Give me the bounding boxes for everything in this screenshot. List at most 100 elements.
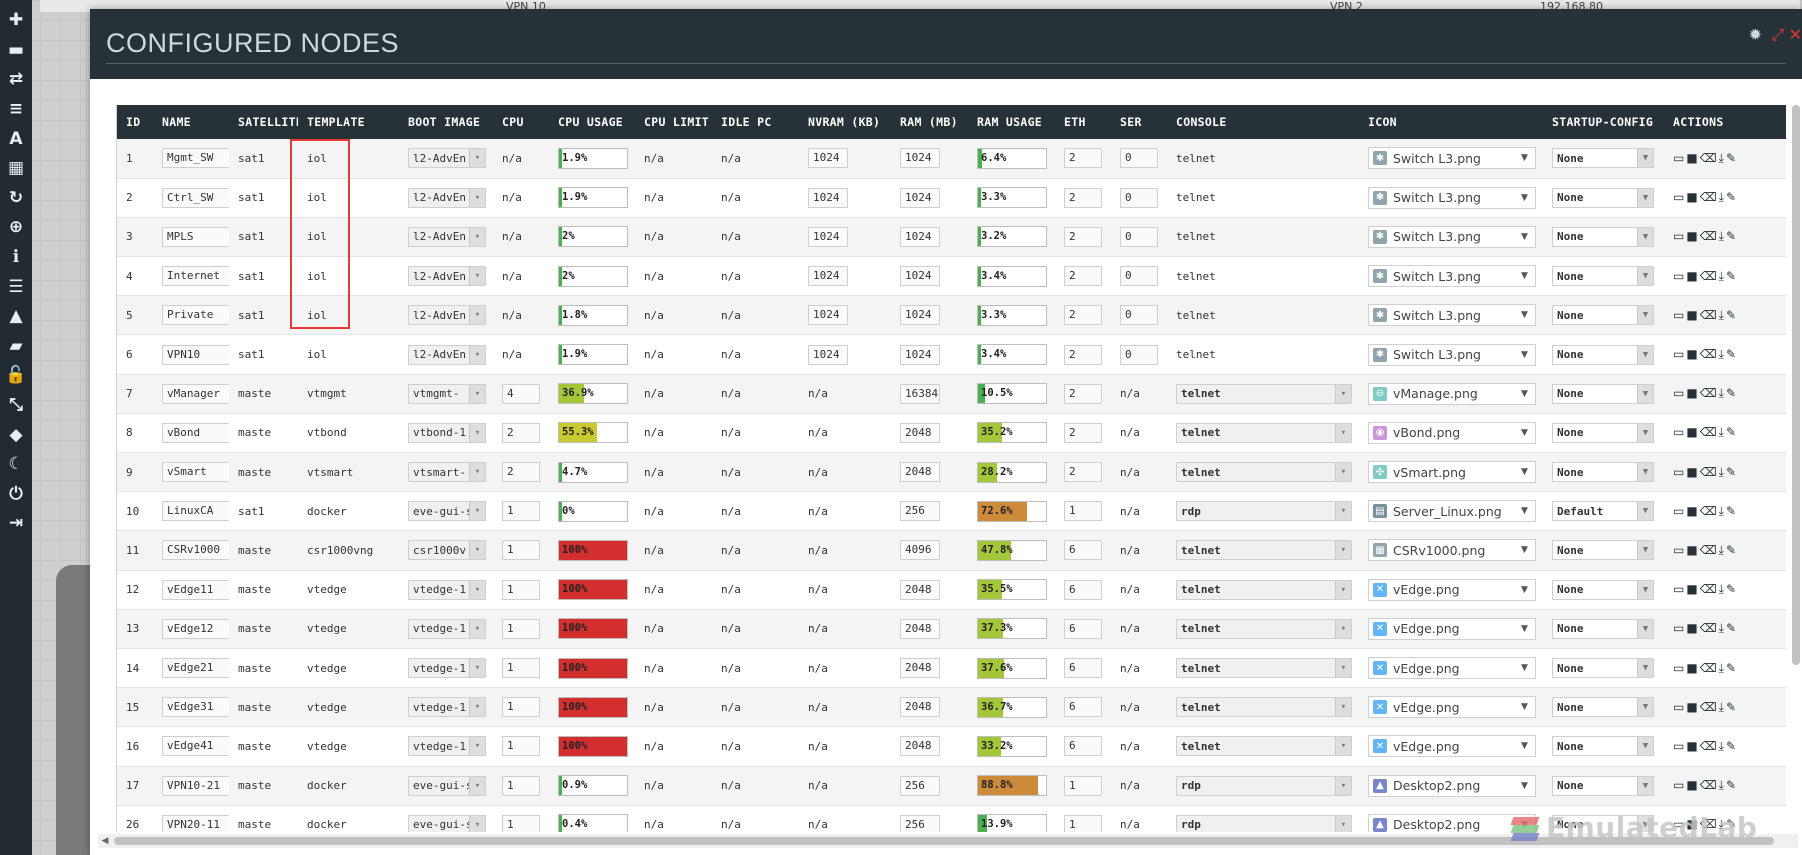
cpu-input[interactable]: 1	[502, 579, 540, 600]
stop-icon[interactable]: ■	[1686, 503, 1700, 518]
startup-config-select[interactable]: Default ▼	[1552, 501, 1654, 522]
boot-image-select[interactable]: vtmgmt- ▾	[408, 383, 486, 404]
ram-input[interactable]: 2048	[900, 579, 940, 600]
ram-input[interactable]: 2048	[900, 462, 940, 483]
column-header[interactable]: ACTIONS	[1664, 105, 1786, 139]
edit-icon[interactable]: ✎	[1725, 778, 1739, 793]
ram-input[interactable]: 256	[900, 775, 940, 796]
startup-config-select[interactable]: None ▼	[1552, 383, 1654, 404]
export-icon[interactable]: ⤓	[1718, 817, 1726, 832]
startup-config-select[interactable]: None ▼	[1552, 579, 1654, 600]
horizontal-scroll-thumb[interactable]	[114, 837, 1774, 845]
export-icon[interactable]: ⤓	[1718, 660, 1726, 675]
expand-icon[interactable]: ⤡	[9, 395, 23, 416]
edit-icon[interactable]: ✎	[1725, 307, 1739, 322]
eth-input[interactable]: 6	[1064, 697, 1102, 718]
info-icon[interactable]: ℹ	[12, 247, 20, 268]
ser-input[interactable]: 0	[1120, 226, 1158, 247]
wipe-icon[interactable]: ⌫	[1699, 386, 1719, 401]
wipe-icon[interactable]: ⌫	[1699, 582, 1719, 597]
cpu-input[interactable]: 1	[502, 775, 540, 796]
export-icon[interactable]: ⤓	[1718, 150, 1726, 165]
startup-config-select[interactable]: None ▼	[1552, 266, 1654, 287]
cpu-input[interactable]: 1	[502, 697, 540, 718]
ram-input[interactable]: 2048	[900, 618, 940, 639]
icon-select[interactable]: ▤ Server_Linux.png ▼	[1368, 500, 1536, 523]
stop-icon[interactable]: ■	[1686, 347, 1700, 362]
ram-input[interactable]: 256	[900, 501, 940, 522]
lock-icon[interactable]: 🔓	[5, 365, 27, 386]
startup-config-select[interactable]: None ▼	[1552, 736, 1654, 757]
eth-input[interactable]: 2	[1064, 226, 1102, 247]
wipe-icon[interactable]: ⌫	[1699, 464, 1719, 479]
node-name-input[interactable]: vEdge12	[162, 618, 229, 639]
export-icon[interactable]: ⤓	[1718, 425, 1726, 440]
boot-image-select[interactable]: eve-gui-s ▾	[408, 775, 486, 796]
horizontal-scrollbar[interactable]: ◀	[98, 834, 1798, 848]
console-select[interactable]: telnet ▾	[1176, 697, 1352, 718]
eth-input[interactable]: 2	[1064, 266, 1102, 287]
nvram-input[interactable]: 1024	[808, 305, 848, 326]
ram-input[interactable]: 2048	[900, 697, 940, 718]
boot-image-select[interactable]: vtedge-1 ▾	[408, 697, 486, 718]
column-header[interactable]: RAM USAGE	[968, 105, 1055, 139]
wipe-icon[interactable]: ⌫	[1699, 621, 1719, 636]
ser-input[interactable]: 0	[1120, 344, 1158, 365]
wipe-icon[interactable]: ⌫	[1699, 778, 1719, 793]
boot-image-select[interactable]: l2-AdvEn ▾	[408, 266, 486, 287]
monitor-icon[interactable]: ▭	[1673, 229, 1687, 244]
gear-icon[interactable]: ✹	[1748, 25, 1762, 44]
startup-config-select[interactable]: None ▼	[1552, 187, 1654, 208]
edit-icon[interactable]: ✎	[1725, 660, 1739, 675]
node-name-input[interactable]: CSRv1000	[162, 540, 229, 561]
ram-input[interactable]: 1024	[900, 187, 940, 208]
stop-icon[interactable]: ■	[1686, 464, 1700, 479]
boot-image-select[interactable]: l2-AdvEn ▾	[408, 344, 486, 365]
cpu-input[interactable]: 1	[502, 736, 540, 757]
eth-input[interactable]: 6	[1064, 658, 1102, 679]
icon-select[interactable]: ⊖ vManage.png ▼	[1368, 382, 1536, 405]
console-select[interactable]: telnet ▾	[1176, 540, 1352, 561]
cpu-input[interactable]: 1	[502, 540, 540, 561]
node-name-input[interactable]: VPN10	[162, 344, 229, 365]
monitor-icon[interactable]: ▭	[1673, 268, 1687, 283]
console-select[interactable]: rdp ▾	[1176, 775, 1352, 796]
align-left-icon[interactable]: ≡	[8, 99, 24, 120]
startup-config-select[interactable]: None ▼	[1552, 344, 1654, 365]
edit-icon[interactable]: ✎	[1725, 699, 1739, 714]
ram-input[interactable]: 1024	[900, 226, 940, 247]
monitor-icon[interactable]: ▭	[1673, 464, 1687, 479]
monitor-icon[interactable]: ▭	[1673, 347, 1687, 362]
console-select[interactable]: rdp ▾	[1176, 501, 1352, 522]
monitor-icon[interactable]: ▭	[1673, 738, 1687, 753]
wipe-icon[interactable]: ⌫	[1699, 425, 1719, 440]
stop-icon[interactable]: ■	[1686, 621, 1700, 636]
stop-icon[interactable]: ■	[1686, 425, 1700, 440]
cpu-input[interactable]: 4	[502, 383, 540, 404]
stop-icon[interactable]: ■	[1686, 817, 1700, 832]
node-name-input[interactable]: Mgmt_SW	[162, 148, 229, 169]
cpu-input[interactable]: 1	[502, 501, 540, 522]
monitor-icon[interactable]: ▭	[1673, 503, 1687, 518]
nvram-input[interactable]: 1024	[808, 266, 848, 287]
console-select[interactable]: telnet ▾	[1176, 462, 1352, 483]
boot-image-select[interactable]: l2-AdvEn ▾	[408, 148, 486, 169]
boot-image-select[interactable]: vtbond-1 ▾	[408, 422, 486, 443]
node-name-input[interactable]: MPLS	[162, 226, 229, 247]
column-header[interactable]: NAME	[153, 105, 229, 139]
eth-input[interactable]: 1	[1064, 814, 1102, 832]
monitor-icon[interactable]: ▭	[1673, 621, 1687, 636]
wipe-icon[interactable]: ⌫	[1699, 347, 1719, 362]
eth-input[interactable]: 2	[1064, 383, 1102, 404]
icon-select[interactable]: ✱ Switch L3.png ▼	[1368, 147, 1536, 170]
column-header[interactable]: NVRAM (KB)	[799, 105, 891, 139]
stop-icon[interactable]: ■	[1686, 778, 1700, 793]
stop-icon[interactable]: ■	[1686, 738, 1700, 753]
stop-icon[interactable]: ■	[1686, 542, 1700, 557]
node-name-input[interactable]: vEdge11	[162, 579, 229, 600]
wipe-icon[interactable]: ⌫	[1699, 660, 1719, 675]
nvram-input[interactable]: 1024	[808, 344, 848, 365]
eth-input[interactable]: 1	[1064, 501, 1102, 522]
export-icon[interactable]: ⤓	[1718, 542, 1726, 557]
node-name-input[interactable]: Private	[162, 305, 229, 326]
